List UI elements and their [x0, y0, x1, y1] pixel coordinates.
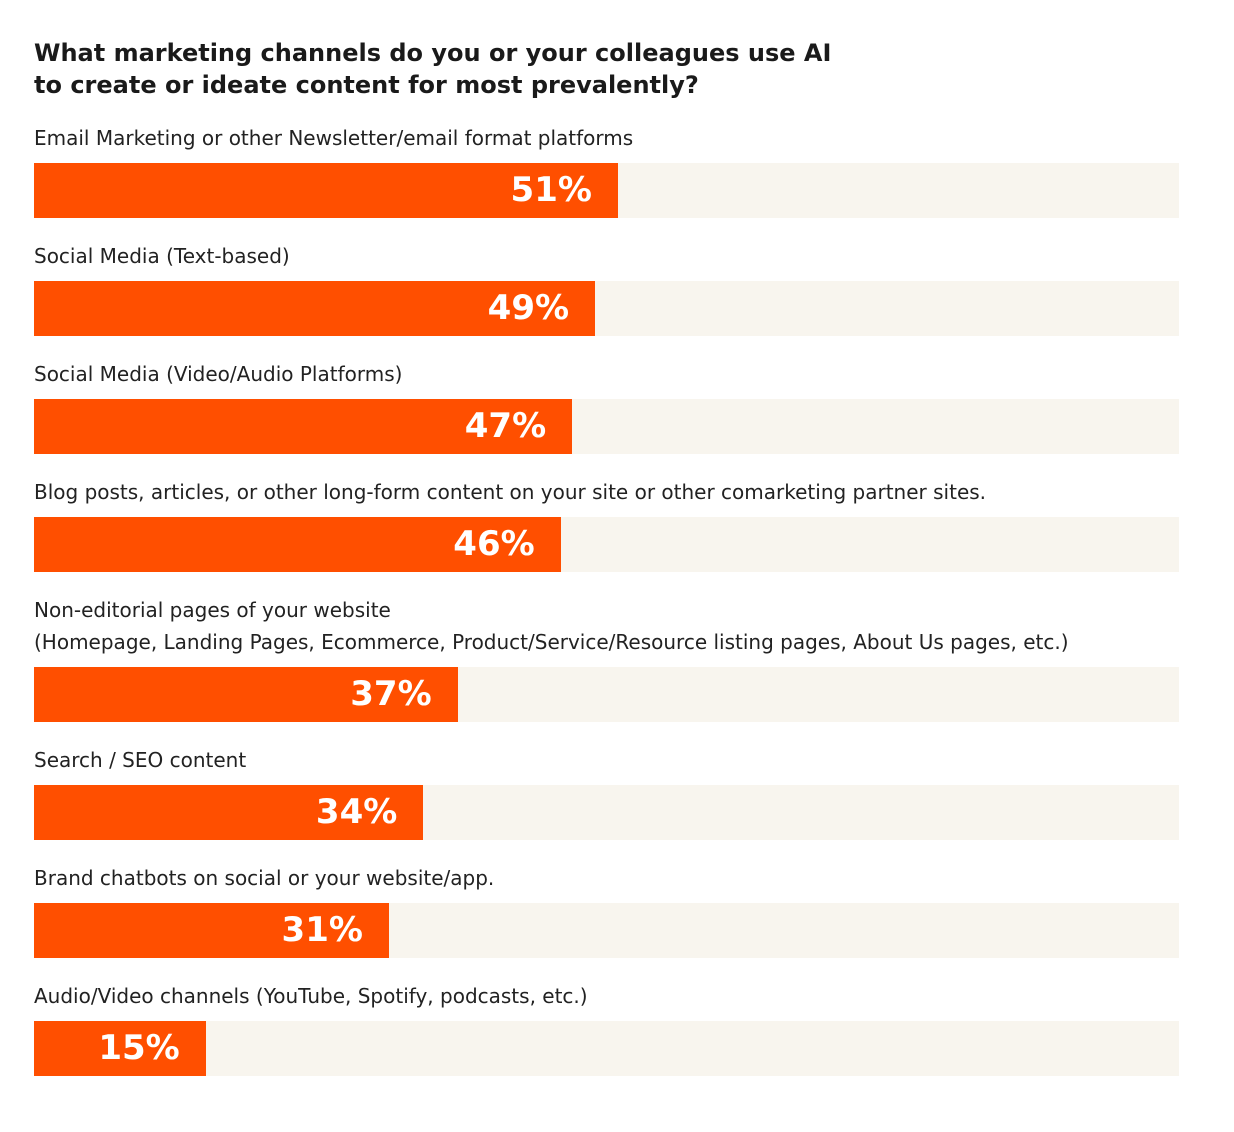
value-label: 15% [98, 1028, 180, 1068]
category-label: Audio/Video channels (YouTube, Spotify, … [34, 984, 588, 1008]
bar-track: 49% [34, 281, 1179, 336]
bar-track: 15% [34, 1021, 1179, 1076]
value-label: 49% [487, 288, 570, 328]
bar-track: 51% [34, 163, 1179, 218]
value-label: 34% [315, 792, 398, 832]
category-label: Social Media (Video/Audio Platforms) [34, 362, 403, 386]
value-label: 51% [510, 170, 592, 210]
bar [34, 1021, 206, 1076]
bar [34, 785, 424, 840]
category-label: Search / SEO content [34, 748, 247, 772]
chart-title: What marketing channels do you or your c… [34, 39, 832, 99]
bar-track: 31% [34, 903, 1179, 958]
bar-rows: Email Marketing or other Newsletter/emai… [34, 122, 1179, 1098]
category-label: Non-editorial pages of your website (Hom… [34, 598, 1069, 654]
category-label: Social Media (Text-based) [34, 244, 290, 268]
category-label: Blog posts, articles, or other long-form… [34, 480, 987, 504]
category-label: Email Marketing or other Newsletter/emai… [34, 126, 634, 150]
bar [34, 903, 389, 958]
bar-track: 37% [34, 667, 1179, 722]
bar [34, 399, 573, 454]
bar [34, 667, 458, 722]
bar [34, 281, 596, 336]
category-label: Brand chatbots on social or your website… [34, 866, 495, 890]
value-label: 37% [350, 674, 432, 714]
bar-track: 34% [34, 785, 1179, 840]
bar [34, 163, 618, 218]
value-label: 31% [281, 910, 363, 950]
value-label: 47% [464, 406, 547, 446]
value-label: 46% [453, 524, 535, 564]
bar-track: 46% [34, 517, 1179, 572]
bar [34, 517, 561, 572]
bar-track: 47% [34, 399, 1179, 454]
